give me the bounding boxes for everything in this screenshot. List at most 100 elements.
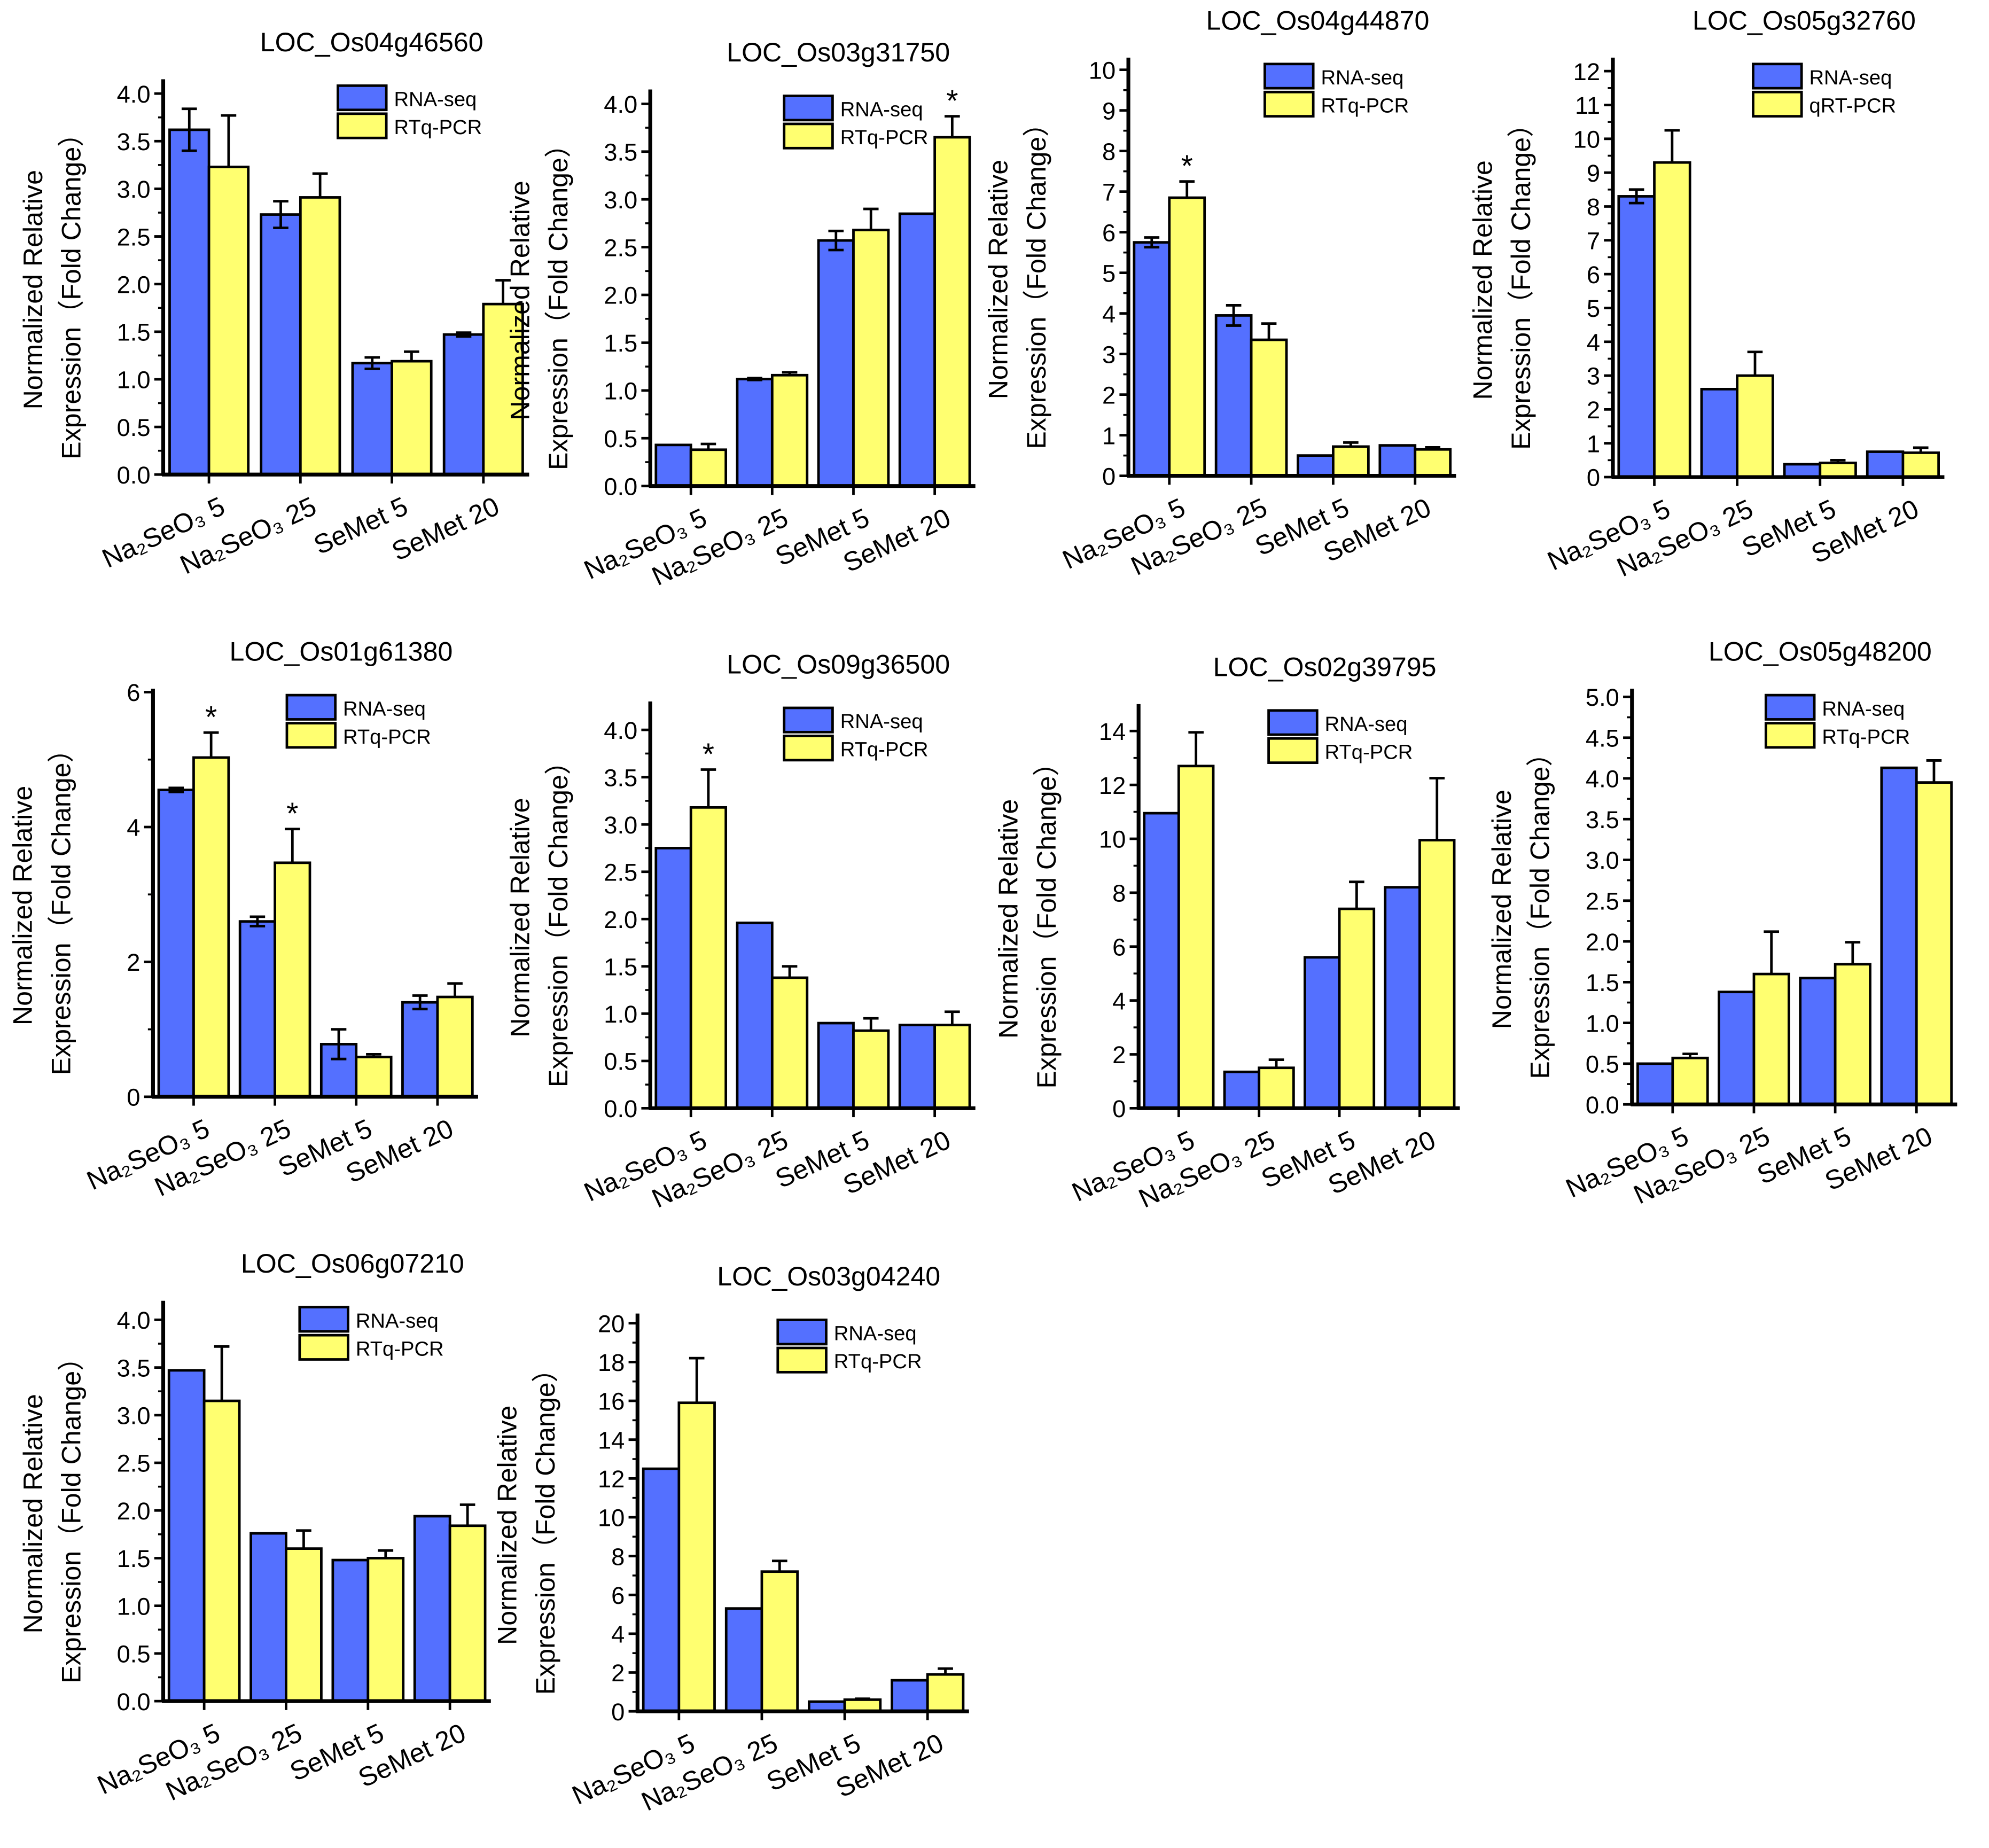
legend-label: RNA-seq [1809, 66, 1892, 89]
legend-label: RTq-PCR [834, 1350, 922, 1373]
bar-rna-seq [1617, 195, 1656, 479]
bar-rna-seq [168, 128, 210, 476]
legend-swatch-rna-seq [783, 706, 834, 734]
legend-swatch-rna-seq [298, 1306, 349, 1333]
y-tick-label: 1.0 [604, 378, 637, 405]
chart-panel: LOC_Os04g44870 Normalized Relative Express… [983, 5, 1456, 581]
chart-title: LOC_Os02g39795 [1213, 652, 1437, 682]
y-tick-label: 0.0 [117, 462, 151, 489]
bar-rna-seq [1378, 444, 1417, 478]
bar-rna-seq [1384, 886, 1421, 1110]
legend-swatch-rna-seq [776, 1319, 828, 1346]
bar-rna-seq [898, 212, 937, 488]
y-tick-label: 1.5 [604, 953, 637, 980]
y-axis-label: Normalized Relative [18, 1394, 48, 1633]
bar-qpcr [1915, 781, 1953, 1106]
y-tick-label: 1 [1587, 430, 1600, 457]
legend-label: RTq-PCR [343, 726, 431, 748]
y-tick-label: 1.0 [117, 367, 151, 394]
y-tick-label: 16 [598, 1388, 625, 1415]
y-tick-label: 4 [127, 814, 140, 841]
legend-label: RNA-seq [1321, 66, 1403, 89]
y-tick-label: 8 [1102, 138, 1116, 165]
bar-qpcr [689, 448, 728, 488]
y-tick-label: 0 [611, 1698, 625, 1726]
bar-rna-seq [401, 1001, 439, 1098]
significance-star: * [205, 700, 217, 735]
y-tick-label: 10 [598, 1504, 625, 1532]
chart-panel: LOC_Os05g32760 Normalized Relative Express… [1468, 5, 1945, 582]
y-tick-label: 4.0 [117, 1307, 151, 1334]
y-tick-label: 11 [1575, 92, 1600, 119]
y-tick-label: 4.0 [604, 91, 637, 118]
bar-rna-seq [736, 378, 774, 488]
legend-swatch-qpcr [1764, 722, 1816, 749]
bar-qpcr [355, 1056, 393, 1098]
y-tick-label: 5.0 [1586, 684, 1619, 711]
legend-label: RNA-seq [1325, 713, 1408, 736]
significance-star: * [703, 737, 714, 771]
chart-panel: LOC_Os06g07210 Normalized Relative Express… [18, 1249, 491, 1806]
bar-rna-seq [167, 1369, 206, 1703]
y-tick-label: 14 [598, 1426, 625, 1454]
y-tick-label: 5 [1587, 295, 1600, 322]
y-tick-label: 5 [1102, 260, 1116, 287]
bar-qpcr [1752, 972, 1790, 1106]
y-axis-label: Expression（Fold Change） [56, 1344, 86, 1683]
y-tick-label: 6 [1102, 219, 1116, 246]
y-tick-label: 1.5 [117, 1545, 151, 1572]
chart-panel: LOC_Os05g48200 Normalized Relative Express… [1487, 637, 1957, 1210]
y-tick-label: 8 [1112, 880, 1126, 907]
y-tick-label: 4.0 [117, 81, 151, 108]
y-tick-label: 7 [1102, 178, 1116, 206]
bar-qpcr [207, 166, 250, 476]
y-tick-label: 6 [127, 679, 140, 706]
significance-star: * [1181, 149, 1193, 183]
y-tick-label: 1.0 [117, 1593, 151, 1620]
bar-qpcr [770, 976, 809, 1110]
legend-label: RTq-PCR [394, 116, 482, 139]
y-tick-label: 20 [598, 1310, 625, 1337]
y-tick-label: 0 [1587, 464, 1600, 492]
bar-rna-seq [1304, 956, 1341, 1110]
y-tick-label: 3.0 [604, 812, 637, 839]
bar-rna-seq [1133, 241, 1171, 478]
y-tick-label: 0.5 [1586, 1051, 1619, 1078]
legend-swatch-rna-seq [783, 95, 834, 122]
bar-rna-seq [1718, 991, 1756, 1106]
y-tick-label: 2.5 [604, 234, 637, 261]
y-axis-label: Normalized Relative [493, 1406, 522, 1645]
y-tick-label: 10 [1099, 826, 1126, 853]
y-tick-label: 6 [611, 1582, 625, 1609]
y-axis-label: Expression（Fold Change） [56, 120, 86, 459]
legend-swatch-rna-seq [285, 693, 337, 721]
y-axis-label: Expression（Fold Change） [531, 1355, 560, 1695]
y-tick-label: 2.5 [117, 223, 151, 251]
chart-title: LOC_Os04g44870 [1206, 5, 1430, 35]
y-tick-label: 0.0 [117, 1688, 151, 1716]
legend-swatch-qpcr [1267, 737, 1319, 764]
y-tick-label: 0.5 [117, 414, 151, 441]
y-tick-label: 8 [1587, 193, 1600, 221]
bar-qpcr [677, 1401, 716, 1713]
y-tick-label: 3 [1587, 363, 1600, 390]
y-tick-label: 9 [1102, 97, 1116, 124]
y-tick-label: 8 [611, 1543, 625, 1570]
y-tick-label: 0.0 [1586, 1091, 1619, 1119]
bar-rna-seq [1297, 454, 1335, 478]
bar-qpcr [933, 136, 971, 488]
y-tick-label: 1.0 [604, 1001, 637, 1028]
significance-star: * [286, 797, 298, 831]
y-tick-label: 2.0 [604, 282, 637, 309]
bar-rna-seq [1700, 387, 1739, 479]
y-axis-label: Normalized Relative [505, 798, 535, 1037]
bar-qpcr [1168, 196, 1206, 478]
y-axis-label: Expression（Fold Change） [543, 131, 573, 470]
bar-qpcr [933, 1024, 971, 1110]
bar-rna-seq [238, 920, 276, 1098]
y-axis-label: Expression（Fold Change） [1032, 749, 1062, 1088]
y-axis-label: Expression（Fold Change） [1525, 740, 1555, 1079]
chart-title: LOC_Os05g32760 [1692, 5, 1916, 35]
bar-rna-seq [654, 847, 692, 1110]
y-tick-label: 4 [1587, 329, 1600, 356]
